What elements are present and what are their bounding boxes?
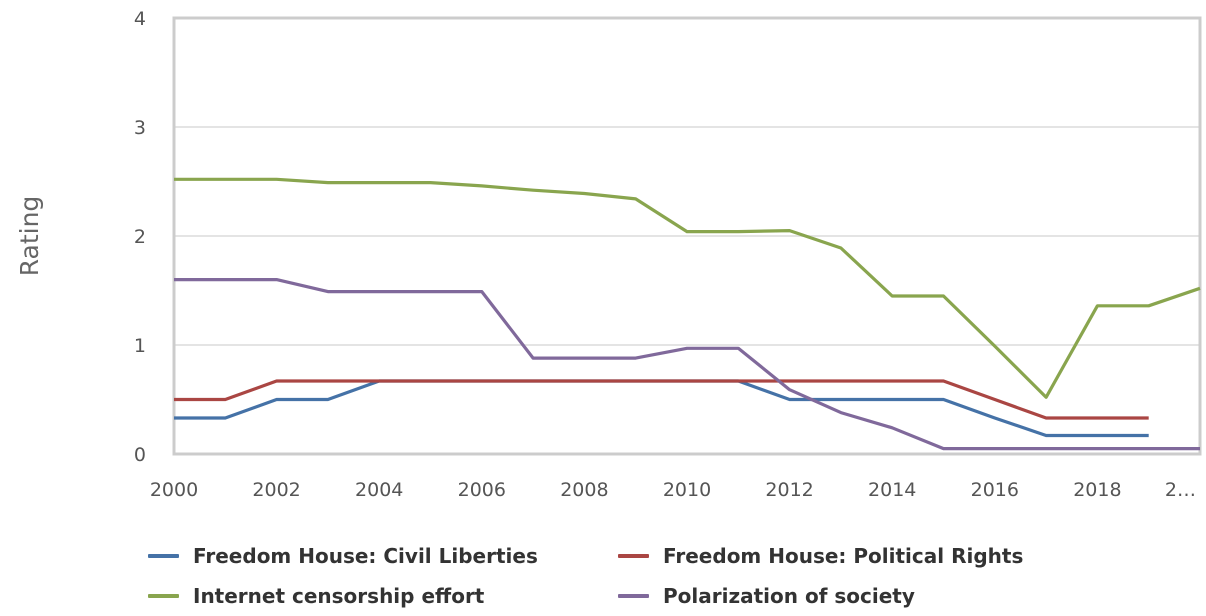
y-axis-ticks: 0 1 2 3 4 [134,8,146,466]
x-tick-label: 2002 [252,479,300,501]
legend-row: Internet censorship effort Polarization … [148,576,1148,616]
x-tick-label: 2012 [765,479,813,501]
legend-label: Freedom House: Political Rights [663,544,1024,568]
gridlines [174,126,1200,346]
legend-swatch [148,554,179,558]
y-tick-label: 1 [134,335,146,357]
x-tick-label: 2004 [355,479,403,501]
x-axis-ticks: 2000 2002 2004 2006 2008 2010 2012 2014 2016 2018… [150,479,1196,501]
y-tick-label: 0 [134,444,146,466]
series-line[interactable] [174,177,1201,399]
legend-swatch [618,594,649,598]
legend-swatch [618,554,649,558]
legend-item-internet-censorship[interactable]: Internet censorship effort [148,584,618,608]
legend-swatch [148,594,179,598]
series-line[interactable] [174,379,1149,420]
x-tick-label: 2006 [458,479,506,501]
x-tick-label: 2008 [560,479,608,501]
chart-legend: Freedom House: Civil Liberties Freedom H… [148,536,1148,616]
legend-row: Freedom House: Civil Liberties Freedom H… [148,536,1148,576]
y-tick-label: 4 [134,8,146,30]
y-axis-title: Rating [15,196,44,277]
y-tick-label: 3 [134,117,146,139]
y-tick-label: 2 [134,226,146,248]
series-line[interactable] [174,278,1200,451]
series-line[interactable] [174,379,1149,438]
x-tick-label: 2014 [868,479,916,501]
legend-item-political-rights[interactable]: Freedom House: Political Rights [618,544,1023,568]
series-lines [174,177,1201,451]
plot-area-border [172,16,1202,456]
x-tick-label: 2016 [971,479,1019,501]
legend-label: Internet censorship effort [193,584,485,608]
x-tick-label: 2018 [1073,479,1121,501]
legend-label: Polarization of society [663,584,915,608]
legend-item-civil-liberties[interactable]: Freedom House: Civil Liberties [148,544,618,568]
x-tick-label: 2… [1165,479,1196,501]
legend-label: Freedom House: Civil Liberties [193,544,538,568]
legend-item-polarization[interactable]: Polarization of society [618,584,915,608]
x-tick-label: 2010 [663,479,711,501]
x-tick-label: 2000 [150,479,198,501]
